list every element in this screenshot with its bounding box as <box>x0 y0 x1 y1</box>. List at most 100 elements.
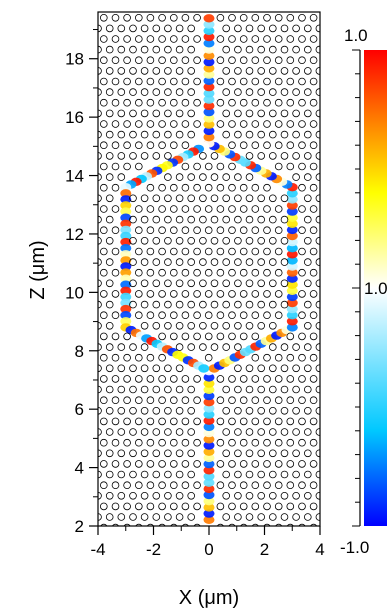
air-hole <box>239 120 248 128</box>
air-hole <box>123 56 131 64</box>
air-hole <box>152 67 161 75</box>
air-hole <box>328 514 335 521</box>
air-hole <box>175 321 184 330</box>
air-hole <box>280 237 289 245</box>
air-hole <box>322 227 329 234</box>
air-hole <box>216 481 225 490</box>
air-hole <box>309 162 318 171</box>
air-hole <box>152 109 161 118</box>
air-hole <box>280 491 289 500</box>
air-hole <box>211 4 218 11</box>
air-hole <box>292 45 300 54</box>
air-hole <box>328 492 335 499</box>
air-hole <box>228 396 236 405</box>
air-hole <box>158 311 166 320</box>
air-hole <box>117 470 126 479</box>
air-hole <box>292 449 300 458</box>
air-hole <box>98 300 102 309</box>
air-hole <box>274 481 283 490</box>
air-hole <box>298 183 306 192</box>
air-hole <box>251 481 260 490</box>
air-hole <box>222 109 231 118</box>
air-hole <box>199 215 207 224</box>
air-hole <box>263 481 271 490</box>
air-hole <box>181 35 190 43</box>
air-hole <box>298 13 306 22</box>
field-spot <box>203 32 215 42</box>
air-hole <box>315 194 320 203</box>
air-hole <box>117 406 126 415</box>
air-hole <box>158 460 166 468</box>
air-hole <box>315 67 320 75</box>
air-hole <box>228 417 236 426</box>
field-spot <box>120 213 132 222</box>
air-hole <box>280 513 289 521</box>
air-hole <box>292 130 300 139</box>
air-hole <box>100 332 108 341</box>
air-hole <box>322 57 329 64</box>
air-hole <box>216 162 225 171</box>
air-hole <box>280 364 289 373</box>
air-hole <box>315 470 320 479</box>
air-hole <box>89 78 96 85</box>
field-spot <box>286 292 298 302</box>
air-hole <box>298 417 306 426</box>
air-hole <box>251 35 260 43</box>
air-hole <box>303 237 312 245</box>
air-hole <box>315 173 320 181</box>
air-hole <box>100 502 108 511</box>
field-spot <box>203 391 215 401</box>
air-hole <box>129 428 137 436</box>
air-hole <box>263 56 271 64</box>
air-hole <box>152 449 161 458</box>
air-hole <box>234 364 242 373</box>
air-hole <box>268 343 277 351</box>
field-spot <box>286 231 298 241</box>
air-hole <box>316 4 323 11</box>
air-hole <box>251 141 260 150</box>
air-hole <box>187 300 196 309</box>
field-spot <box>120 280 132 289</box>
air-hole <box>298 396 306 405</box>
air-hole <box>304 4 311 11</box>
air-hole <box>322 333 329 340</box>
field-spot <box>203 515 215 524</box>
air-hole <box>170 98 178 107</box>
air-hole <box>146 396 155 405</box>
air-hole <box>164 385 172 394</box>
air-hole <box>135 290 143 298</box>
field-spot <box>203 422 215 432</box>
air-hole <box>274 162 283 171</box>
field-spot <box>286 268 298 277</box>
air-hole <box>100 523 108 526</box>
air-hole <box>257 513 266 521</box>
air-hole <box>298 141 306 150</box>
air-hole <box>175 449 184 458</box>
air-hole <box>152 491 161 500</box>
air-hole <box>286 460 295 468</box>
air-hole <box>181 247 190 256</box>
x-tick-label: -2 <box>146 540 161 559</box>
air-hole <box>89 461 96 468</box>
air-hole <box>100 162 108 171</box>
air-hole <box>315 385 320 394</box>
air-hole <box>158 523 166 526</box>
field-spot <box>286 207 298 216</box>
air-hole <box>251 205 260 213</box>
field-spot <box>120 195 132 204</box>
air-hole <box>135 460 143 468</box>
air-hole <box>234 24 242 33</box>
air-hole <box>164 88 172 96</box>
air-hole <box>304 535 311 542</box>
air-hole <box>187 67 196 75</box>
air-hole <box>298 268 306 277</box>
field-spot <box>286 225 298 235</box>
air-hole <box>98 449 102 458</box>
air-hole <box>140 258 149 266</box>
air-hole <box>216 268 225 277</box>
air-hole <box>315 237 320 245</box>
air-hole <box>117 428 126 436</box>
air-hole <box>292 173 300 181</box>
air-hole <box>257 215 266 224</box>
air-hole <box>98 130 102 139</box>
